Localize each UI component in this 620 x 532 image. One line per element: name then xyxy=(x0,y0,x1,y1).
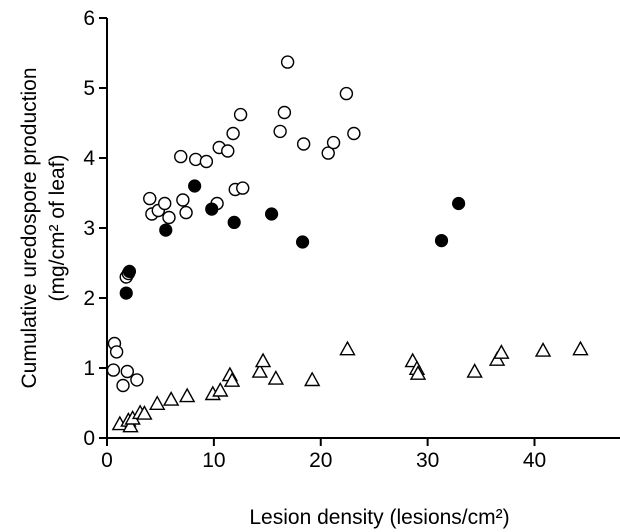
open-triangle-point xyxy=(304,371,321,387)
filled-circle-point xyxy=(452,196,466,211)
open-triangle-point xyxy=(466,363,483,378)
filled-circle-point xyxy=(205,202,219,216)
y-tick-label: 0 xyxy=(83,427,95,450)
open-circle-point xyxy=(179,205,193,220)
open-circle-point xyxy=(109,345,124,359)
x-tick-label: 40 xyxy=(523,449,546,472)
y-tick-label: 2 xyxy=(83,287,95,310)
filled-circle-point xyxy=(227,215,241,229)
open-circle-point xyxy=(339,86,354,101)
y-tick-label: 1 xyxy=(83,357,95,380)
open-circle-point xyxy=(296,137,311,151)
y-axis-title-line1: Cumulative uredospore production xyxy=(18,67,41,388)
open-triangle-point xyxy=(254,352,272,368)
open-circle-point xyxy=(174,149,188,164)
filled-circle-point xyxy=(264,207,279,221)
open-circle-point xyxy=(273,124,287,139)
open-circle-point xyxy=(236,181,250,195)
open-triangle-point xyxy=(136,405,153,420)
data-points xyxy=(106,55,589,433)
y-tick-label: 5 xyxy=(83,77,95,100)
open-circle-point xyxy=(280,55,295,69)
filled-circle-point xyxy=(122,264,137,278)
open-circle-point xyxy=(158,196,172,211)
open-triangle-point xyxy=(534,342,552,357)
open-circle-point xyxy=(130,373,144,387)
open-circle-point xyxy=(226,126,240,141)
open-circle-point xyxy=(176,193,190,207)
y-tick-label: 4 xyxy=(83,147,95,170)
x-tick-label: 0 xyxy=(101,449,113,472)
open-circle-point xyxy=(321,146,335,160)
open-circle-point xyxy=(162,210,176,225)
y-tick-label: 3 xyxy=(83,217,95,240)
open-triangle-point xyxy=(212,381,229,397)
axes: 0 1 2 3 4 5 6 0 10 20 30 40 xyxy=(83,7,620,472)
open-triangle-point xyxy=(267,370,285,385)
open-triangle-point xyxy=(223,372,241,387)
filled-circle-point xyxy=(434,234,449,248)
x-tick-label: 10 xyxy=(202,449,225,472)
open-triangle-point xyxy=(493,344,510,359)
open-triangle-point xyxy=(572,340,589,356)
filled-circle-point xyxy=(295,235,310,249)
y-axis-title-line2: (mg/cm² of leaf) xyxy=(46,154,69,301)
open-triangle-point xyxy=(251,363,269,378)
open-triangle-point xyxy=(339,340,356,356)
open-circle-point xyxy=(277,105,292,120)
open-circle-point xyxy=(120,364,135,379)
x-axis-title: Lesion density (lesions/cm²) xyxy=(249,506,509,529)
open-triangle-point xyxy=(178,387,196,403)
x-tick-label: 20 xyxy=(309,449,332,472)
filled-circle-point xyxy=(159,223,173,237)
open-circle-point xyxy=(233,107,248,122)
open-circle-point xyxy=(347,126,361,141)
open-triangle-point xyxy=(122,417,139,433)
open-circle-point xyxy=(199,154,214,169)
filled-circle-point xyxy=(188,179,202,193)
open-circle-point xyxy=(189,152,203,167)
open-circle-point xyxy=(106,363,121,377)
y-tick-label: 6 xyxy=(83,7,95,30)
open-circle-point xyxy=(143,191,157,206)
x-tick-label: 30 xyxy=(416,449,439,472)
open-circle-point xyxy=(116,378,130,393)
open-triangle-point xyxy=(409,365,427,380)
open-circle-point xyxy=(326,135,341,150)
open-triangle-point xyxy=(162,391,180,406)
open-circle-point xyxy=(221,144,235,158)
filled-circle-point xyxy=(119,286,133,300)
open-triangle-point xyxy=(149,395,166,410)
